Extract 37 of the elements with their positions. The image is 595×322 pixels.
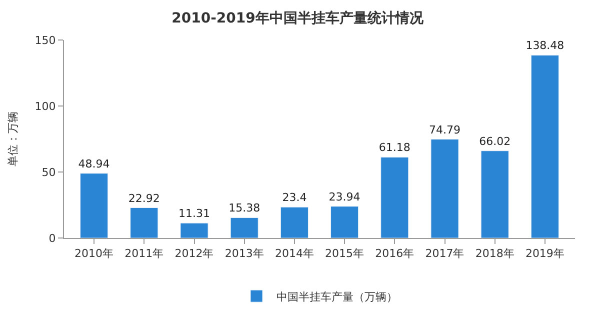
bar [80, 173, 108, 238]
data-label: 23.4 [282, 191, 307, 204]
data-label: 138.48 [526, 39, 564, 52]
bar [230, 217, 258, 238]
y-tick-label: 100 [34, 100, 56, 113]
x-tick-label: 2012年 [174, 247, 214, 260]
data-label: 23.94 [328, 190, 360, 204]
x-tick-label: 2015年 [325, 247, 364, 260]
bar [480, 150, 509, 238]
x-tick-label: 2014年 [274, 247, 314, 260]
y-tick-label: 50 [42, 166, 56, 179]
data-label: 11.31 [178, 207, 210, 220]
bar [430, 139, 459, 238]
bar [330, 206, 359, 238]
y-tick-label: 0 [48, 232, 56, 245]
x-tick-label: 2011年 [124, 247, 164, 260]
data-label: 22.92 [128, 192, 160, 205]
y-tick-label: 150 [34, 34, 56, 47]
x-tick-label: 2010年 [74, 247, 114, 260]
x-tick-label: 2013年 [224, 247, 264, 260]
x-tick-label: 2018年 [475, 247, 514, 260]
legend-label: 中国半挂车产量（万辆） [276, 290, 398, 304]
data-label: 48.94 [78, 157, 110, 170]
bar [180, 222, 208, 238]
chart-title: 2010-2019年中国半挂车产量统计情况 [172, 10, 424, 27]
data-label: 15.38 [228, 202, 260, 215]
data-label: 74.79 [428, 123, 460, 136]
y-axis-title: 单位：万辆 [6, 112, 20, 166]
x-tick-label: 2016年 [375, 247, 414, 260]
bar [380, 156, 409, 238]
data-label: 66.02 [479, 134, 511, 148]
bar [530, 54, 559, 238]
bar [280, 206, 308, 238]
data-label: 61.18 [378, 141, 410, 154]
x-tick-label: 2017年 [425, 247, 464, 260]
bar [130, 208, 158, 238]
x-tick-label: 2019年 [525, 247, 564, 260]
